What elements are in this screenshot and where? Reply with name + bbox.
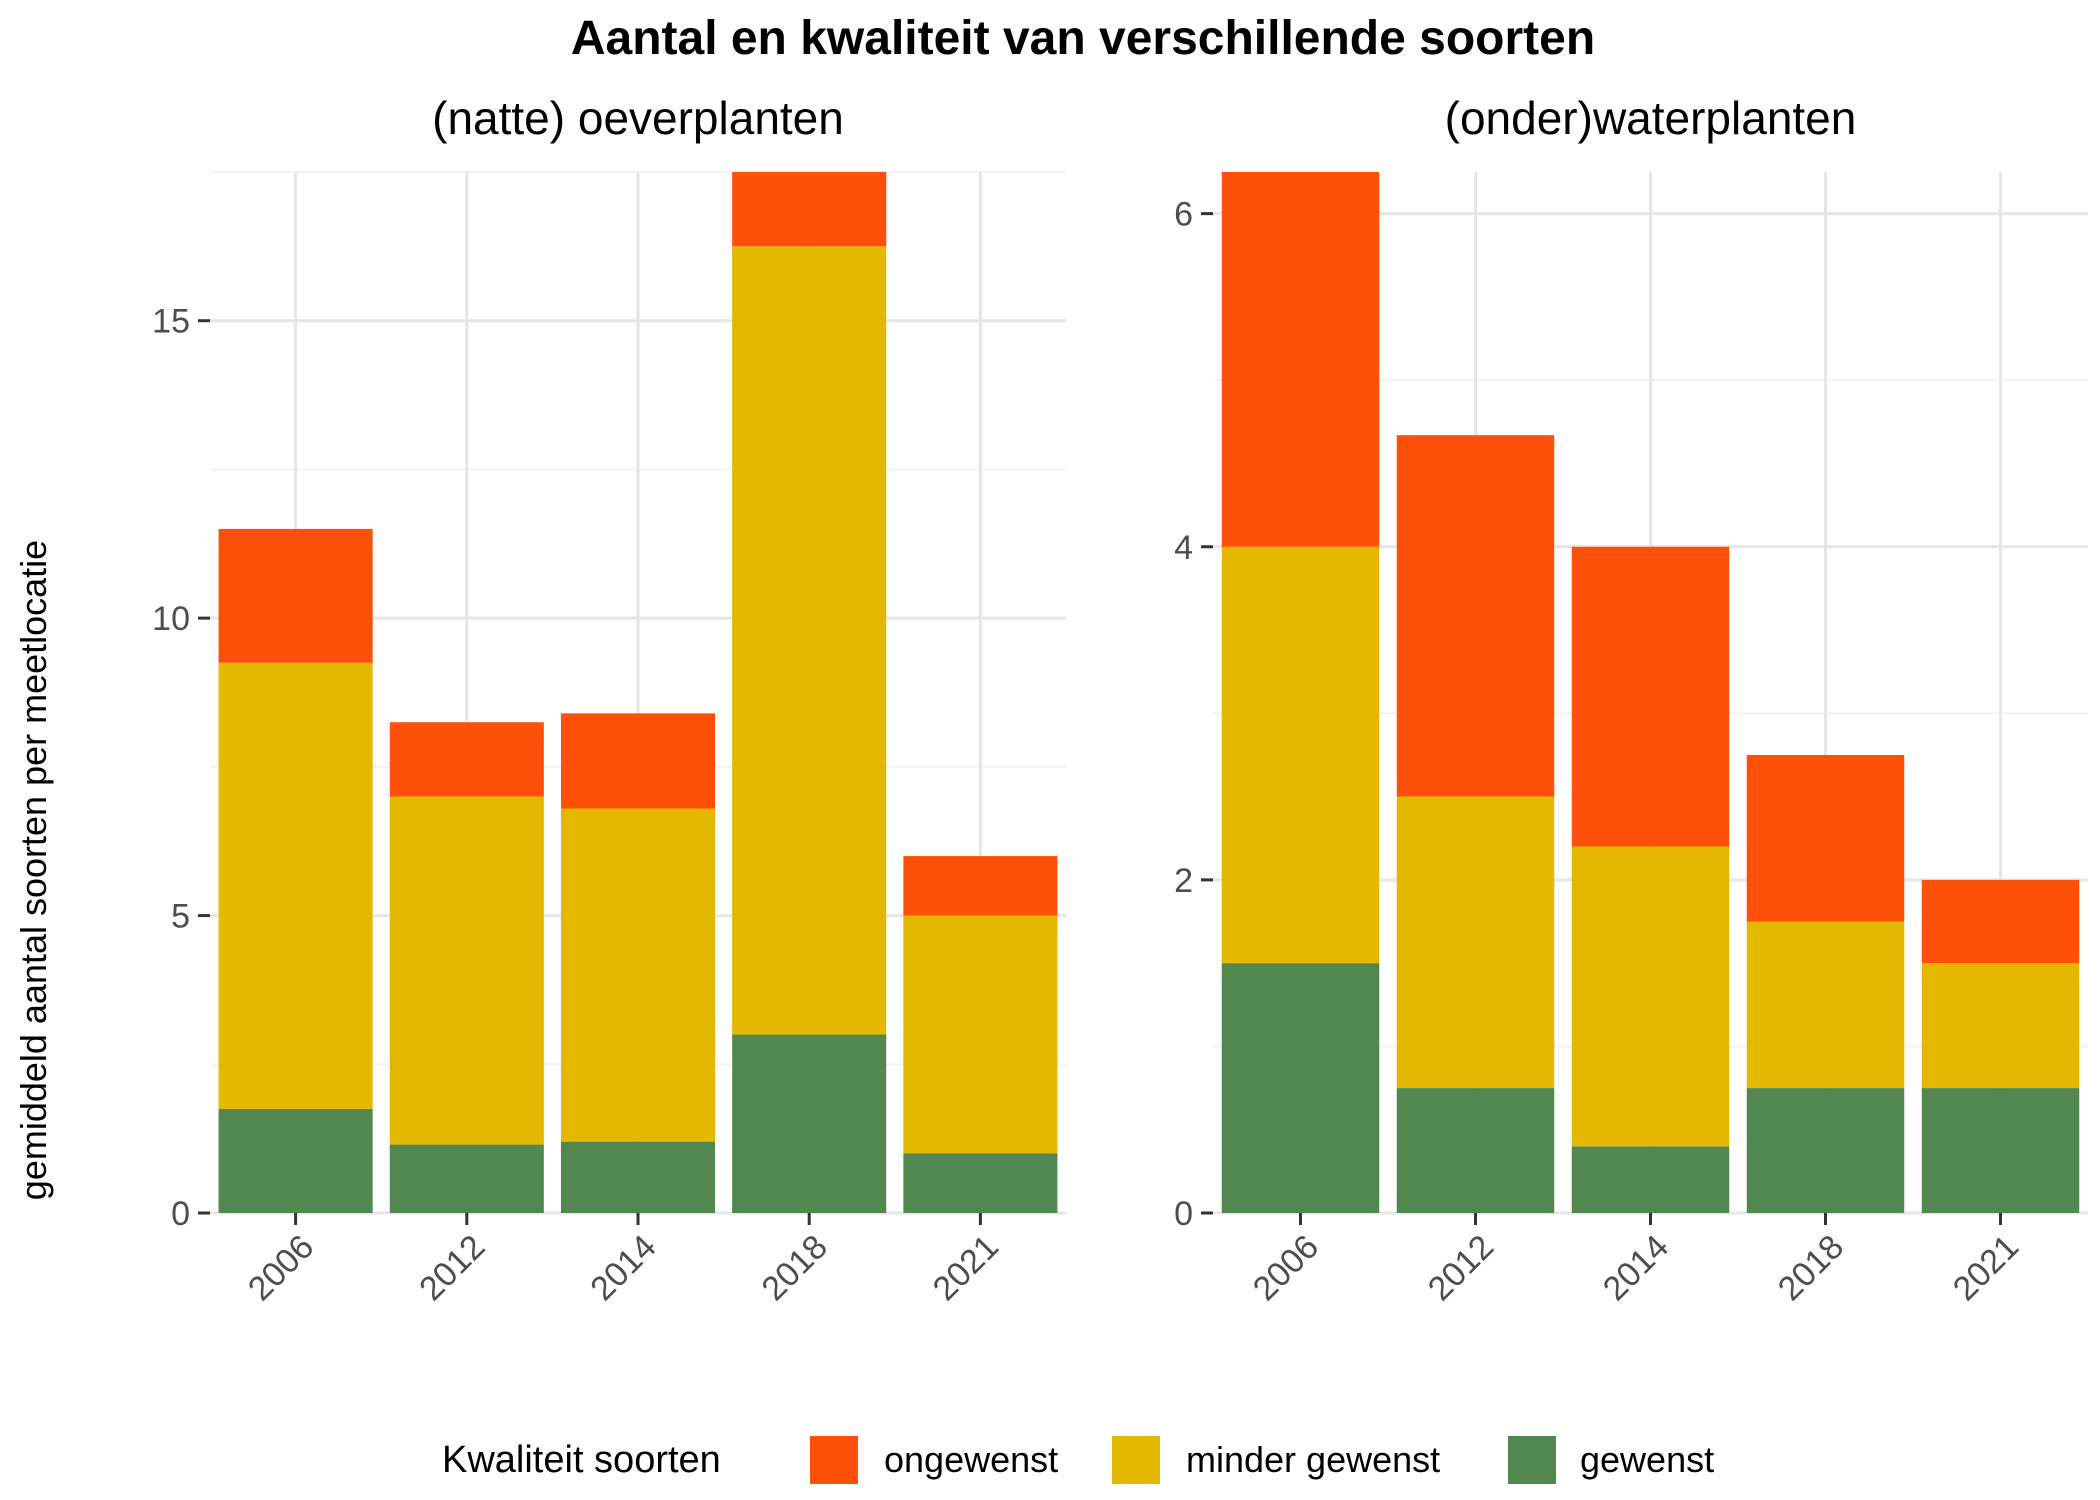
bar-gewenst-2014 [560, 1141, 716, 1213]
x-tick-label: 2021 [926, 1228, 1006, 1308]
x-tick-label: 2014 [1596, 1228, 1676, 1308]
bar-ongewenst-2018 [1746, 754, 1905, 922]
bar-minder-gewenst-2006 [218, 662, 373, 1109]
bar-ongewenst-2014 [1571, 546, 1730, 847]
chart-svg: Aantal en kwaliteit van verschillende so… [13, 12, 2088, 1308]
bar-ongewenst-2021 [903, 856, 1058, 916]
legend-item-gewenst: gewenst [1508, 1436, 1714, 1484]
x-tick-label: 2006 [1246, 1228, 1326, 1308]
bar-ongewenst-2006 [218, 528, 373, 663]
legend-label-gewenst: gewenst [1580, 1439, 1714, 1480]
x-tick-label: 2014 [583, 1228, 663, 1308]
bar-minder-gewenst-2014 [1571, 846, 1730, 1147]
bar-gewenst-2021 [903, 1153, 1058, 1213]
x-tick-label: 2006 [241, 1228, 321, 1308]
legend-swatch-ongewenst [810, 1436, 858, 1484]
legend-label-minder-gewenst: minder gewenst [1186, 1439, 1440, 1480]
legend-item-minder-gewenst: minder gewenst [1112, 1436, 1440, 1484]
bar-gewenst-2012 [389, 1144, 544, 1213]
y-tick-label: 4 [1174, 529, 1193, 567]
bar-minder-gewenst-2018 [732, 246, 887, 1035]
x-tick-label: 2021 [1946, 1228, 2026, 1308]
x-tick-label: 2012 [1421, 1228, 1501, 1308]
y-tick-label: 2 [1174, 862, 1193, 900]
bar-gewenst-2021 [1921, 1088, 2080, 1213]
bar-ongewenst-2012 [1396, 435, 1555, 797]
x-tick-label: 2012 [412, 1228, 492, 1308]
bar-gewenst-2018 [1746, 1088, 1905, 1213]
bar-gewenst-2018 [732, 1034, 887, 1213]
y-axis-label: gemiddeld aantal soorten per meetlocatie [13, 540, 54, 1200]
y-tick-label: 5 [171, 898, 190, 936]
bar-gewenst-2012 [1396, 1088, 1555, 1213]
bar-ongewenst-2014 [560, 713, 716, 809]
y-tick-label: 15 [152, 303, 190, 341]
bar-minder-gewenst-2012 [1396, 796, 1555, 1089]
bar-ongewenst-2012 [389, 722, 544, 797]
bar-minder-gewenst-2018 [1746, 921, 1905, 1089]
bar-minder-gewenst-2021 [903, 915, 1058, 1154]
legend-swatch-minder-gewenst [1112, 1436, 1160, 1484]
bar-minder-gewenst-2014 [560, 808, 716, 1142]
bar-minder-gewenst-2021 [1921, 963, 2080, 1089]
legend-item-ongewenst: ongewenst [810, 1436, 1058, 1484]
bar-gewenst-2014 [1571, 1146, 1730, 1213]
y-tick-label: 0 [171, 1195, 190, 1233]
legend-swatch-gewenst [1508, 1436, 1556, 1484]
bar-ongewenst-2018 [732, 172, 887, 247]
y-tick-label: 0 [1174, 1195, 1193, 1233]
bar-gewenst-2006 [1221, 963, 1380, 1213]
y-tick-label: 6 [1174, 196, 1193, 234]
panel-1: (natte) oeverplanten 0 5 10 15 2006 2012 2014 20… [152, 92, 1066, 1308]
bar-minder-gewenst-2012 [389, 796, 544, 1145]
panel-subtitle: (natte) oeverplanten [432, 92, 844, 144]
bar-minder-gewenst-2006 [1221, 546, 1380, 964]
x-tick-label: 2018 [755, 1228, 835, 1308]
bar-ongewenst-2021 [1921, 879, 2080, 964]
panel-2: (onder)waterplanten 0 2 4 6 2006 2012 2014 2018 2… [1174, 92, 2088, 1308]
chart-title: Aantal en kwaliteit van verschillende so… [571, 12, 1595, 65]
bar-ongewenst-2006 [1221, 172, 1380, 547]
legend-title: Kwaliteit soorten [442, 1439, 721, 1481]
x-tick-label: 2018 [1771, 1228, 1851, 1308]
y-tick-label: 10 [152, 600, 190, 638]
bar-gewenst-2006 [218, 1108, 373, 1213]
panel-subtitle: (onder)waterplanten [1445, 92, 1857, 144]
legend-label-ongewenst: ongewenst [884, 1439, 1058, 1480]
legend: Kwaliteit soorten ongewenst minder gewen… [442, 1436, 1714, 1484]
